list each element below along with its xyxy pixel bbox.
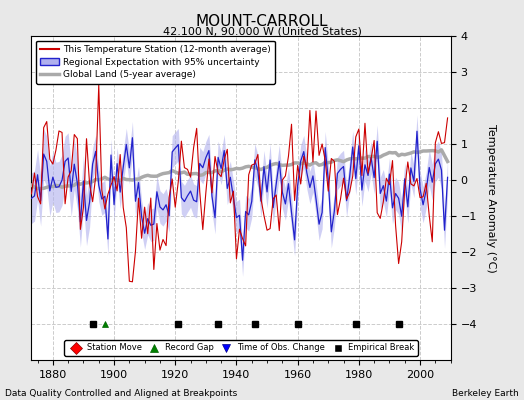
Text: 42.100 N, 90.000 W (United States): 42.100 N, 90.000 W (United States): [162, 26, 362, 36]
Text: Berkeley Earth: Berkeley Earth: [452, 389, 519, 398]
Legend: Station Move, Record Gap, Time of Obs. Change, Empirical Break: Station Move, Record Gap, Time of Obs. C…: [64, 340, 418, 356]
Text: Data Quality Controlled and Aligned at Breakpoints: Data Quality Controlled and Aligned at B…: [5, 389, 237, 398]
Y-axis label: Temperature Anomaly (°C): Temperature Anomaly (°C): [486, 124, 496, 272]
Text: MOUNT-CARROLL: MOUNT-CARROLL: [196, 14, 328, 29]
